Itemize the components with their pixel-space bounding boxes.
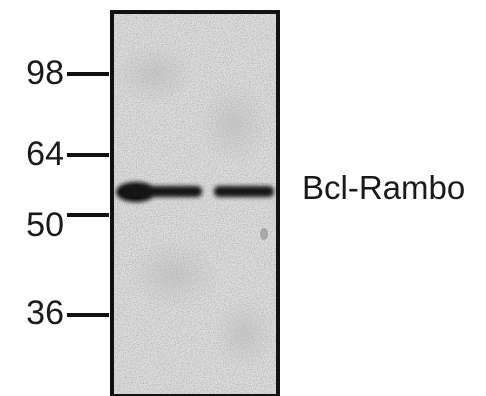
marker-label-64: 64 — [26, 135, 64, 173]
blot-image — [114, 14, 276, 394]
marker-tick-98 — [67, 72, 109, 76]
marker-tick-36 — [67, 313, 109, 317]
marker-label-36: 36 — [26, 294, 64, 332]
blot-membrane — [110, 10, 280, 396]
protein-band-group — [116, 182, 274, 202]
marker-tick-64 — [67, 153, 109, 157]
band-lane-1 — [122, 186, 202, 197]
marker-label-50: 50 — [26, 206, 64, 244]
band-lane-2 — [214, 186, 274, 197]
marker-tick-50 — [67, 213, 109, 217]
band-label: Bcl-Rambo — [302, 169, 466, 206]
marker-label-98: 98 — [26, 54, 64, 92]
